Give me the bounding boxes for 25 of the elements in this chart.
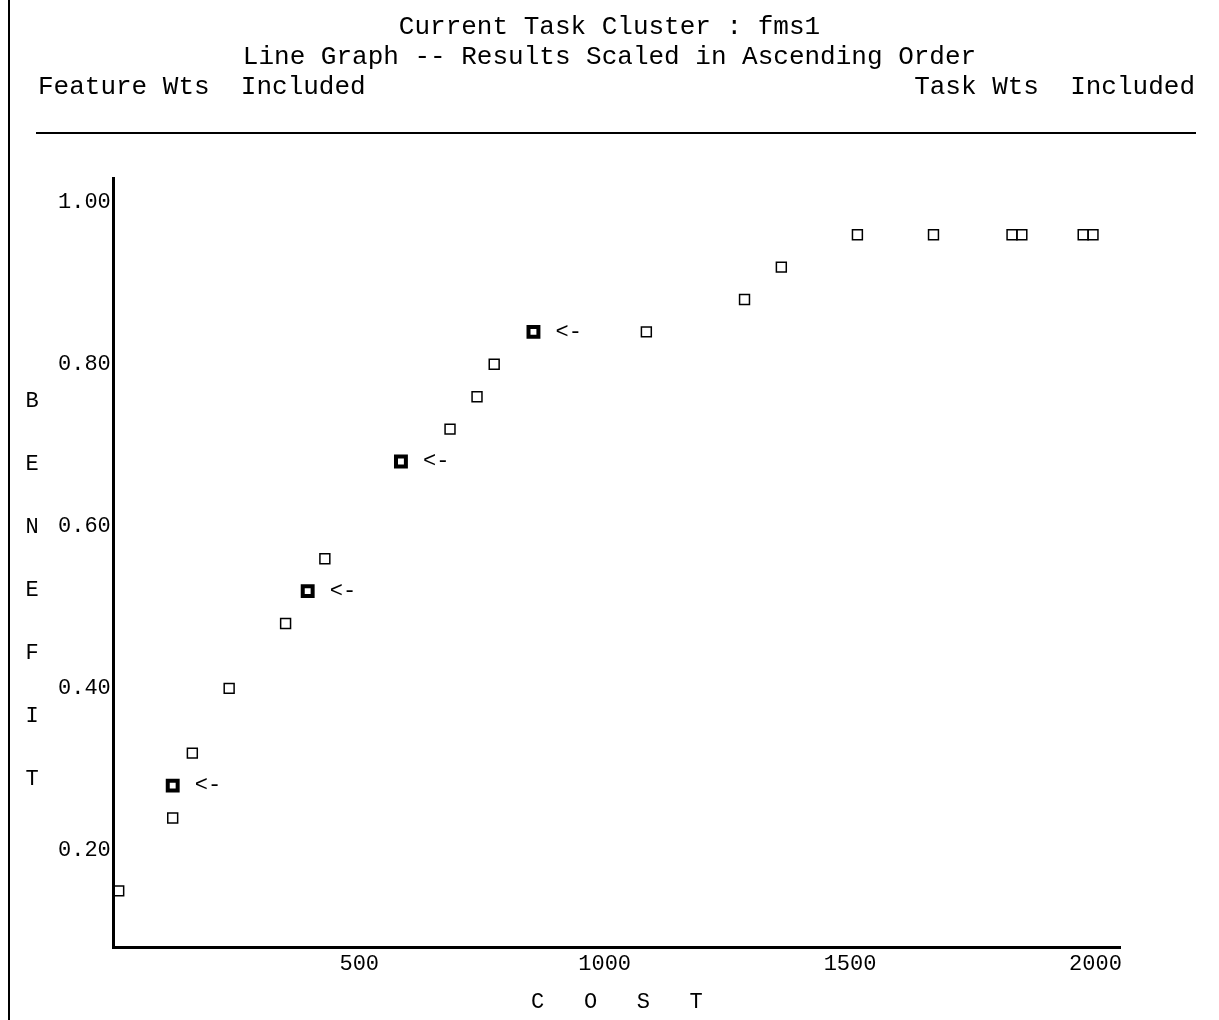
text: Task Wts Included [914,72,1195,102]
chart-subtitle: Line Graph -- Results Scaled in Ascending Order [241,42,978,72]
annotation: <- [194,773,222,799]
annotation: <- [422,449,450,475]
point [526,324,541,339]
point [300,584,315,599]
y-tick-label: 0.60 [58,514,111,540]
y-tick-label: 1.00 [58,190,111,216]
chart-title: Current Task Cluster : fms1 [397,12,822,42]
text: BENEFIT [25,389,39,792]
y-tick-label: 0.80 [58,352,111,378]
text: Feature Wts Included [38,72,366,102]
point [738,293,751,306]
y-tick-label: 0.20 [58,838,111,864]
point [393,454,408,469]
point [165,778,180,793]
x-tick-label: 2000 [1069,951,1122,977]
annotation: <- [555,319,582,345]
x-tick-label: 1500 [823,951,877,977]
x-tick-label: 500 [339,951,380,977]
x-axis-title: C O S T [531,989,703,1015]
point [279,617,292,630]
x-tick-label: 1000 [578,951,632,977]
y-tick-label: 0.40 [58,676,111,702]
annotation: <- [329,578,357,604]
